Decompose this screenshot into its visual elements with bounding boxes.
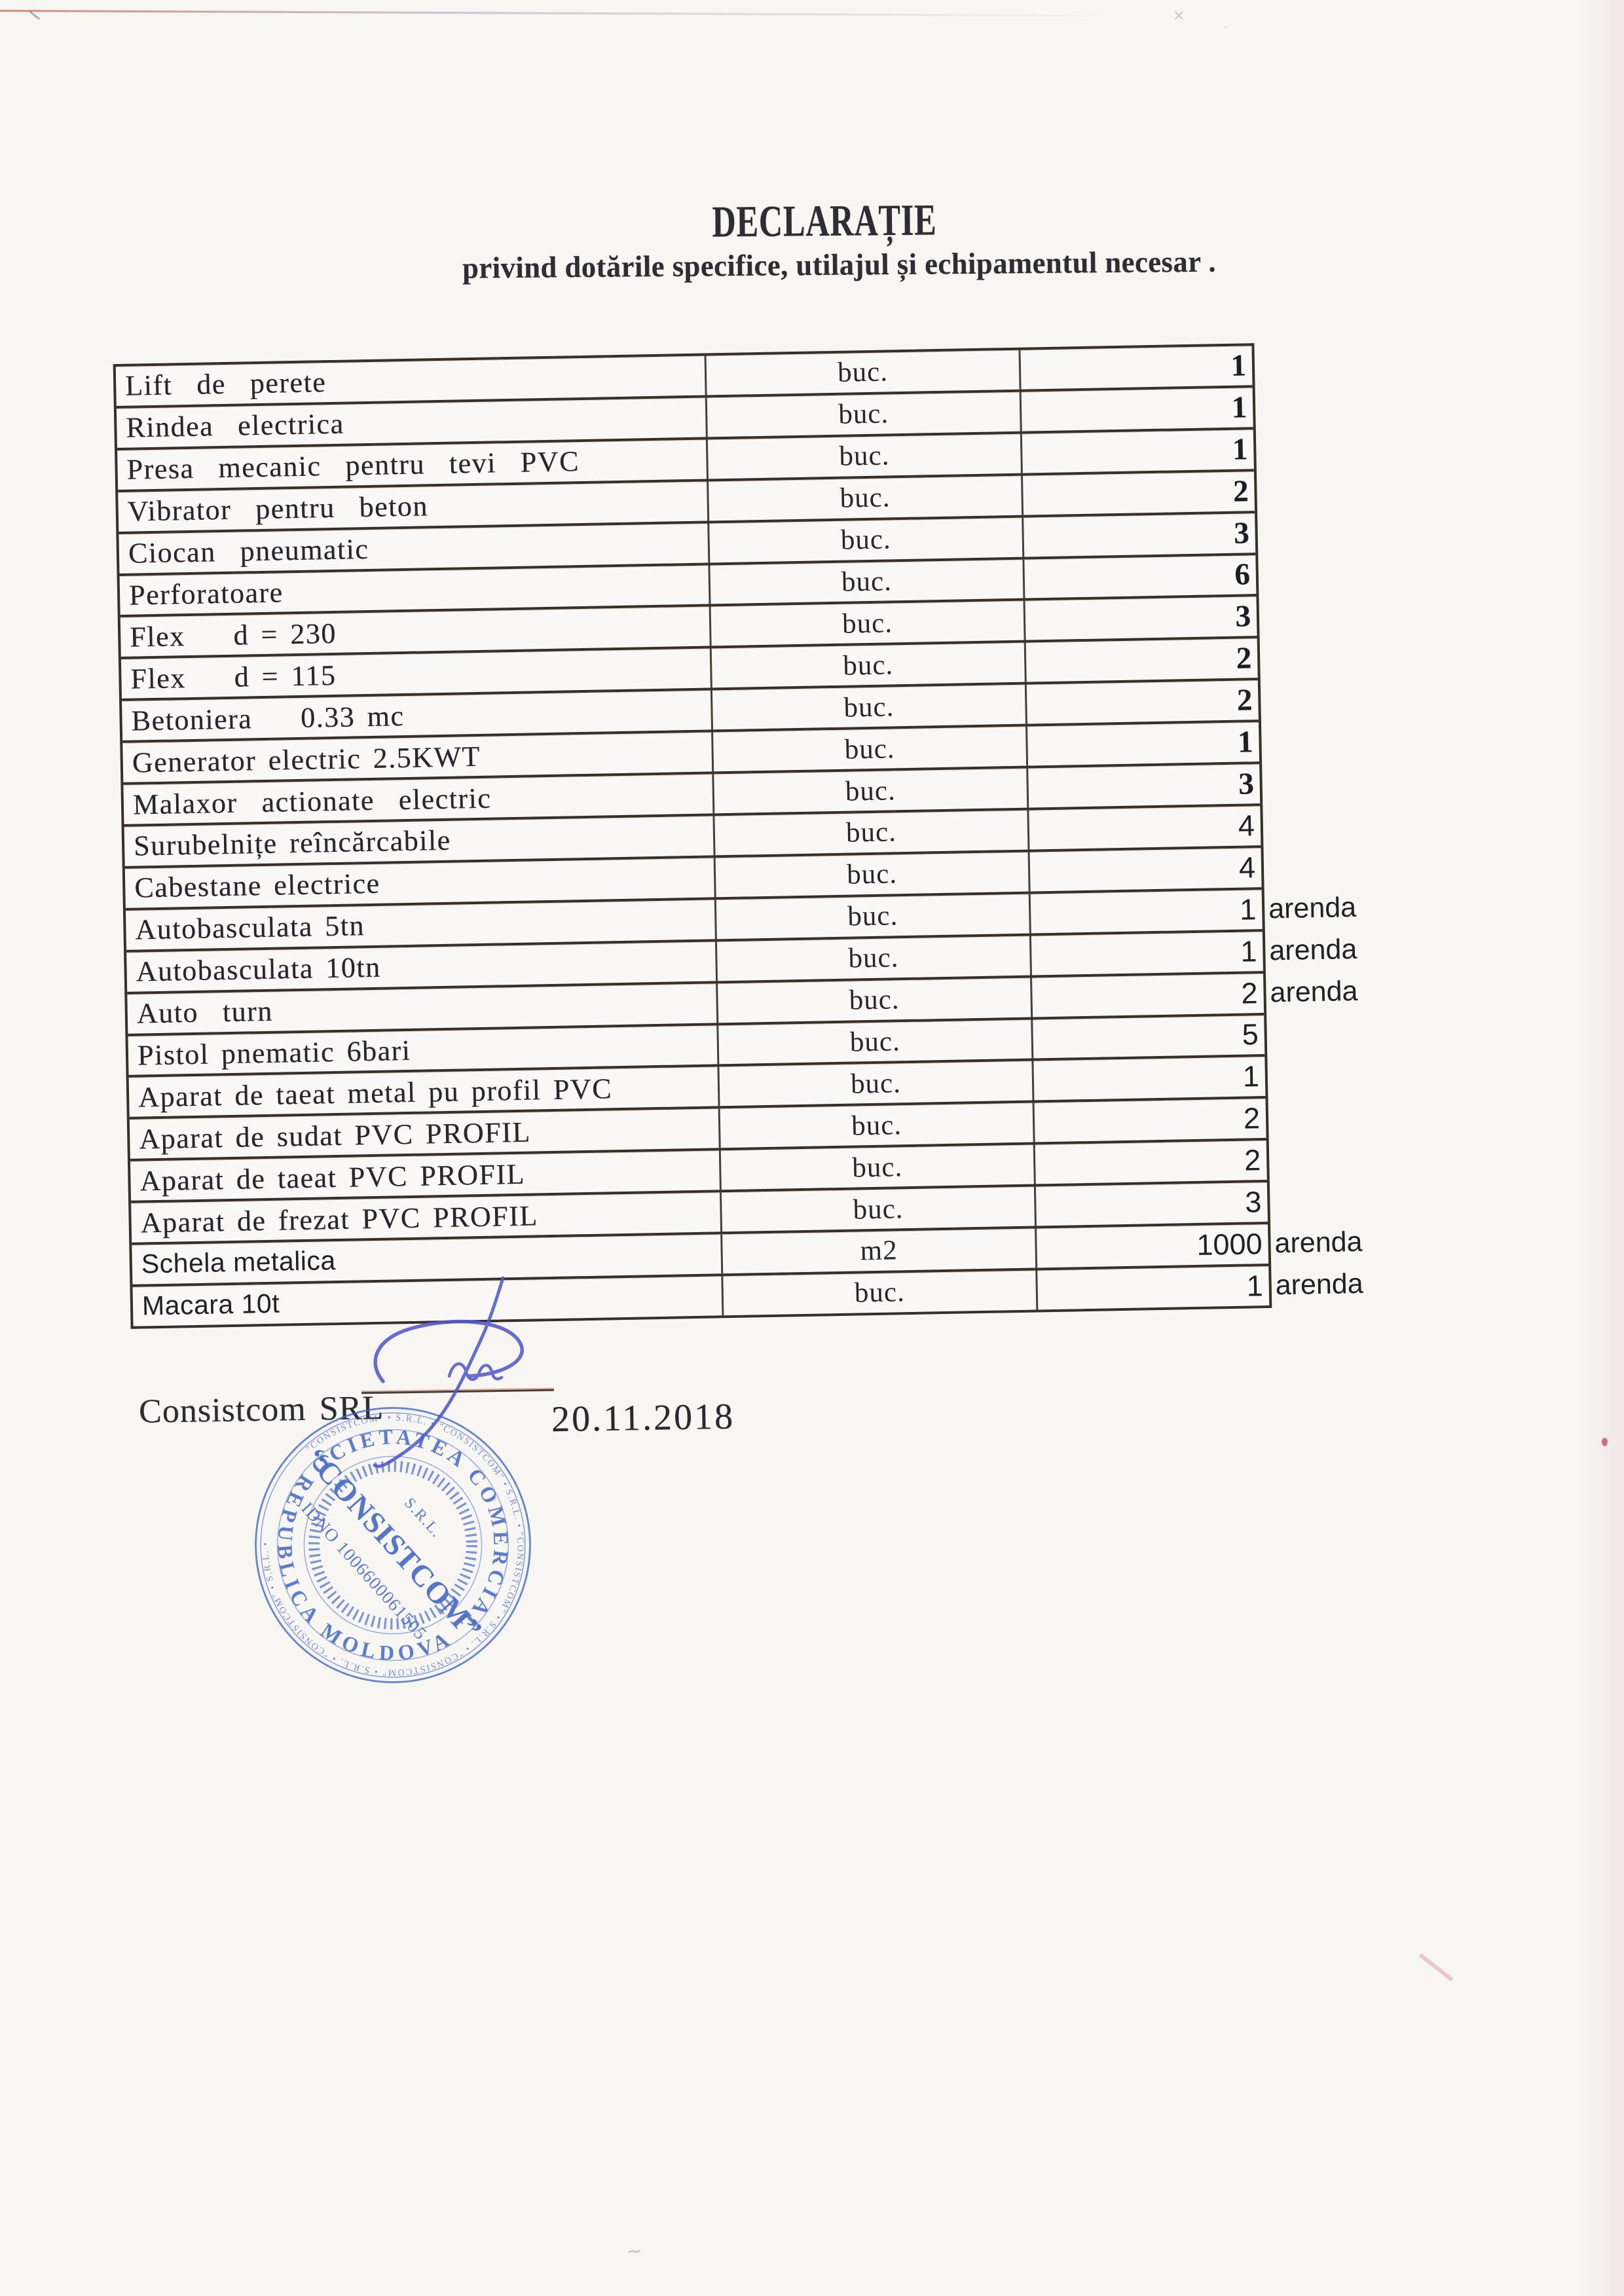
stamp-comb-ring [308,1461,477,1630]
unit-cell: buc. [715,852,1031,898]
unit-cell: buc. [716,894,1031,939]
quantity-cell: 3 [1244,1185,1262,1219]
quantity-cell: 1 [1237,725,1253,759]
company-stamp: ✳ SOCIETATEA COMERCIALA ✳ REPUBLICA MOLD… [250,1402,536,1688]
scan-artifact-red-dot [1602,1438,1608,1446]
quantity-cell: 1 [1230,348,1247,383]
quantity-cell: 2 [1241,975,1258,1010]
scan-artifact-mark: · [1223,18,1228,35]
quantity-cell: 5 [1242,1017,1259,1052]
quantity-cell: 4 [1238,809,1255,843]
quantity-cell: 2 [1232,474,1249,509]
unit-cell: buc. [710,559,1025,604]
unit-cell: buc. [718,1019,1034,1065]
unit-cell: buc. [716,936,1032,981]
scan-artifact-top-line [0,10,1126,17]
quantity-cell: 3 [1238,767,1255,801]
stamp-outer-ring-inner [260,1412,526,1678]
unit-cell: buc. [723,1270,1039,1316]
quantity-cell: 1 [1232,432,1248,467]
document-header: DECLARAȚIE privind dotările specifice, u… [0,0,1624,284]
quantity-cell: 2 [1244,1143,1261,1177]
arenda-note: arenda [1275,1267,1364,1302]
unit-cell: buc. [713,726,1029,772]
scan-artifact-mark: × [1173,5,1185,26]
quantity-cell: 2 [1243,1101,1261,1135]
quantity-cell: 1000 [1196,1227,1263,1262]
stamp-rings [255,1407,531,1683]
document-subtitle: privind dotările specifice, utilajul și … [462,244,1217,285]
signature-ink [373,1276,524,1468]
unit-cell: m2 [722,1228,1038,1274]
quantity-cell: 2 [1236,641,1252,676]
scan-artifact-pink-stroke [1418,1953,1454,1982]
unit-cell: buc. [706,350,1022,395]
arenda-note: arenda [1270,975,1358,1008]
quantity-cell: 1 [1242,1059,1260,1094]
unit-cell: buc. [709,517,1025,562]
quantity-cell: 1 [1231,390,1247,425]
stamp-outer-ring [255,1407,531,1683]
equipment-table: Lift de perete buc. 1 Rindea electrica b… [113,343,1363,1329]
quantity-cell: 3 [1235,599,1251,634]
unit-cell: buc. [714,768,1029,814]
stamp-inner-ring [303,1455,483,1635]
scan-artifact-tick [29,10,41,20]
unit-cell: buc. [720,1102,1035,1148]
scan-artifact-squiggle: ~ [625,2236,643,2266]
quantity-cell: 1 [1239,892,1257,926]
unit-cell: buc. [709,475,1024,521]
unit-cell: buc. [719,1061,1035,1106]
arenda-note: arenda [1268,891,1357,925]
document-title: DECLARAȚIE [712,194,937,247]
equipment-name-cell: Lift de perete [115,355,707,406]
unit-cell: buc. [710,601,1026,646]
arenda-note: arenda [1274,1226,1363,1260]
unit-cell: buc. [718,977,1033,1023]
quantity-cell: 6 [1234,557,1251,592]
quantity-cell: 1 [1246,1269,1264,1303]
unit-cell: buc. [720,1144,1036,1190]
quantity-cell: 4 [1238,850,1256,884]
arenda-note: arenda [1268,933,1357,967]
quantity-cell: 3 [1233,515,1250,551]
unit-cell: buc. [712,684,1027,730]
quantity-cell: 2 [1236,683,1253,718]
scanner-edge-band [1578,0,1624,2296]
unit-cell: buc. [711,642,1027,688]
unit-cell: buc. [721,1186,1037,1232]
quantity-cell: 1 [1240,934,1257,968]
stamp-mid-ring [276,1429,509,1662]
unit-cell: buc. [714,810,1030,856]
unit-cell: buc. [707,392,1022,437]
unit-cell: buc. [707,433,1023,479]
